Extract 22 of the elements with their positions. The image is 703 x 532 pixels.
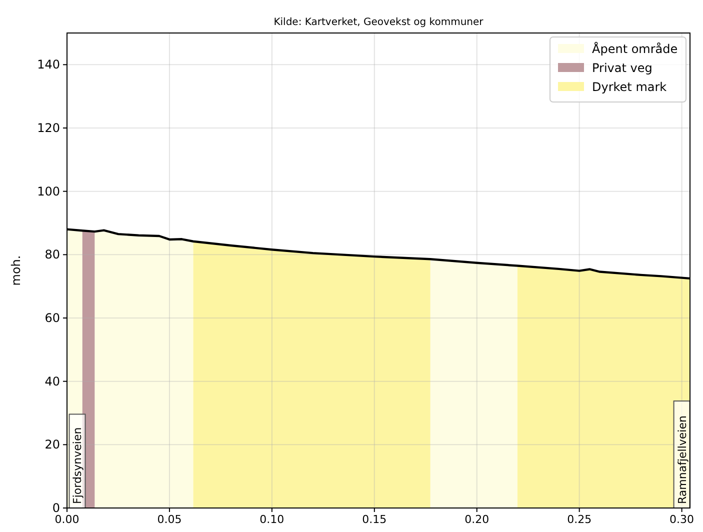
y-tick-label: 80 [44, 248, 60, 262]
x-tick-label: 0.20 [464, 513, 490, 526]
y-tick-label: 40 [44, 374, 60, 388]
y-tick-label: 20 [44, 438, 60, 452]
chart-title: Kilde: Kartverket, Geovekst og kommuner [274, 17, 484, 28]
y-tick-label: 0 [52, 501, 60, 515]
x-tick-label: 0.30 [670, 513, 694, 526]
y-tick-label: 140 [37, 58, 60, 72]
y-tick-label: 60 [44, 311, 60, 325]
annotation: Ramnafjellveien [676, 416, 689, 504]
legend-label: Åpent område [592, 41, 678, 56]
x-tick-label: 0.15 [362, 513, 387, 526]
y-tick-label: 120 [37, 121, 60, 135]
x-tick-label: 0.00 [54, 513, 80, 526]
y-tick-label: 100 [37, 184, 60, 198]
annotation: Fjordsynveien [71, 427, 84, 504]
y-axis-title: moh. [9, 255, 23, 286]
x-tick-label: 0.05 [157, 513, 182, 526]
legend-label: Dyrket mark [592, 80, 667, 94]
x-tick-label: 0.10 [260, 513, 284, 526]
legend-label: Privat veg [592, 61, 652, 75]
x-tick-label: 0.25 [567, 513, 592, 526]
